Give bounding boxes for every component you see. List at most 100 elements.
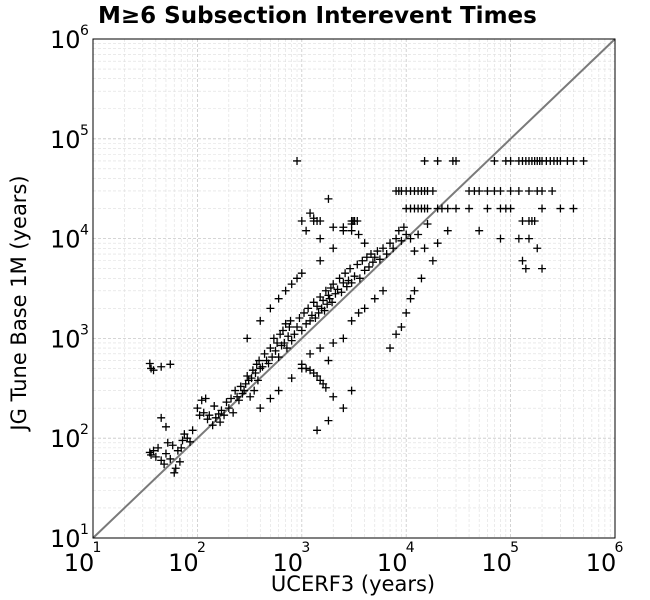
data-point bbox=[329, 338, 338, 347]
data-point bbox=[297, 360, 306, 369]
data-point bbox=[335, 274, 344, 283]
data-point bbox=[364, 262, 373, 271]
data-point bbox=[233, 392, 242, 401]
data-point bbox=[293, 274, 302, 283]
data-point bbox=[250, 386, 259, 395]
data-point bbox=[287, 280, 296, 289]
data-point bbox=[282, 344, 291, 353]
data-point bbox=[397, 323, 406, 332]
y-tick-exponent: 2 bbox=[80, 422, 89, 438]
data-point bbox=[193, 404, 202, 413]
data-point bbox=[402, 308, 411, 317]
data-point bbox=[556, 156, 565, 165]
y-tick-exponent: 3 bbox=[80, 322, 89, 338]
data-point bbox=[161, 422, 170, 431]
data-point bbox=[362, 253, 371, 262]
data-point bbox=[370, 253, 379, 262]
data-point bbox=[199, 408, 208, 417]
data-point bbox=[329, 392, 338, 401]
data-point bbox=[496, 234, 505, 243]
data-point bbox=[313, 372, 322, 380]
y-tick-label: 10 bbox=[50, 425, 81, 453]
data-point bbox=[266, 344, 275, 353]
data-point bbox=[360, 239, 369, 248]
data-point bbox=[313, 302, 322, 311]
data-point bbox=[490, 156, 499, 165]
data-point bbox=[203, 415, 212, 424]
data-point bbox=[302, 226, 311, 235]
data-point bbox=[324, 194, 333, 203]
data-point bbox=[428, 256, 437, 265]
data-points bbox=[145, 156, 588, 477]
data-point bbox=[186, 437, 195, 446]
data-point bbox=[420, 156, 429, 165]
data-point bbox=[360, 266, 369, 275]
data-point bbox=[506, 156, 515, 165]
data-point bbox=[321, 383, 330, 392]
data-point bbox=[166, 454, 175, 463]
data-point bbox=[253, 376, 262, 385]
y-tick-label: 10 bbox=[50, 226, 81, 254]
data-point bbox=[300, 308, 309, 317]
data-point bbox=[423, 204, 432, 213]
data-point bbox=[304, 304, 313, 313]
data-point bbox=[339, 334, 348, 343]
data-point bbox=[329, 244, 338, 253]
data-point bbox=[154, 443, 163, 452]
y-tick-exponent: 5 bbox=[80, 123, 89, 139]
data-point bbox=[314, 308, 323, 317]
data-point bbox=[255, 356, 264, 365]
data-point bbox=[297, 217, 306, 226]
y-tick-exponent: 1 bbox=[80, 522, 89, 538]
data-point bbox=[506, 204, 515, 213]
data-point bbox=[342, 282, 351, 291]
x-tick-label: 10 bbox=[168, 549, 199, 577]
data-point bbox=[256, 404, 265, 413]
data-point bbox=[339, 223, 348, 232]
data-point bbox=[353, 217, 362, 226]
data-point bbox=[556, 204, 565, 213]
data-point bbox=[337, 288, 346, 297]
data-point bbox=[243, 372, 252, 380]
data-point bbox=[195, 411, 204, 420]
data-point bbox=[470, 186, 479, 195]
data-point bbox=[402, 230, 411, 239]
x-tick-exponent: 3 bbox=[301, 540, 310, 556]
data-point bbox=[306, 209, 315, 218]
data-point bbox=[386, 239, 395, 248]
data-point bbox=[538, 204, 547, 213]
data-point bbox=[290, 330, 299, 339]
data-point bbox=[274, 353, 283, 362]
data-point bbox=[313, 426, 322, 435]
data-point bbox=[321, 286, 330, 295]
data-point bbox=[258, 362, 267, 371]
data-point bbox=[375, 255, 384, 264]
data-point bbox=[382, 250, 391, 259]
data-point bbox=[483, 204, 492, 213]
data-point bbox=[320, 306, 329, 315]
data-point bbox=[433, 239, 442, 248]
data-point bbox=[370, 294, 379, 303]
data-point bbox=[247, 374, 256, 383]
data-point bbox=[240, 386, 249, 395]
data-point bbox=[475, 226, 484, 235]
data-point bbox=[246, 392, 255, 401]
y-tick-label: 10 bbox=[50, 525, 81, 553]
data-point bbox=[171, 464, 180, 473]
data-point bbox=[414, 230, 423, 239]
data-point bbox=[145, 359, 154, 368]
data-point bbox=[266, 304, 275, 313]
y-tick-exponent: 6 bbox=[80, 23, 89, 39]
data-point bbox=[229, 408, 238, 417]
data-point bbox=[151, 452, 160, 461]
data-point bbox=[354, 308, 363, 317]
data-point bbox=[530, 217, 539, 226]
x-tick-exponent: 1 bbox=[93, 540, 102, 556]
data-point bbox=[281, 286, 290, 295]
data-point bbox=[297, 326, 306, 335]
data-point bbox=[284, 332, 293, 341]
data-point bbox=[410, 286, 419, 295]
data-point bbox=[210, 402, 219, 411]
